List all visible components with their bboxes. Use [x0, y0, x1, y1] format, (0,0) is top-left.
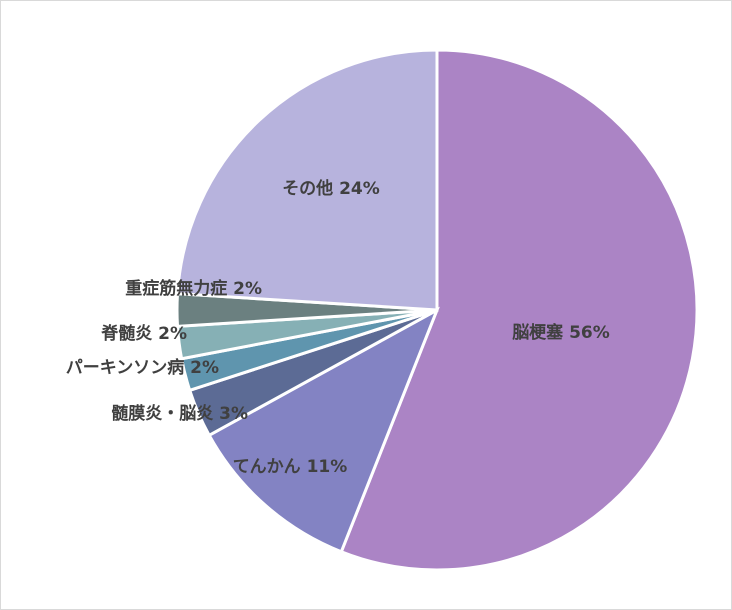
slice-label-6: その他 24% [282, 178, 380, 199]
slice-label-0: 脳梗塞 56% [512, 322, 610, 343]
pie-slices [175, 48, 699, 572]
slice-label-4: 脊髄炎 2% [100, 323, 187, 344]
slice-label-5: 重症筋無力症 2% [125, 278, 262, 299]
slice-label-1: てんかん 11% [233, 457, 348, 477]
pie-slice-6 [175, 48, 439, 312]
pie-labels: 脳梗塞 56% てんかん 11% 髄膜炎・脳炎 3% パーキンソン病 2% 脊髄炎 2%… [66, 178, 610, 477]
slice-label-2: 髄膜炎・脳炎 3% [111, 403, 248, 424]
pie-slice-0 [339, 48, 699, 572]
pie-slice-1 [207, 306, 440, 554]
slice-label-3: パーキンソン病 2% [66, 357, 219, 378]
